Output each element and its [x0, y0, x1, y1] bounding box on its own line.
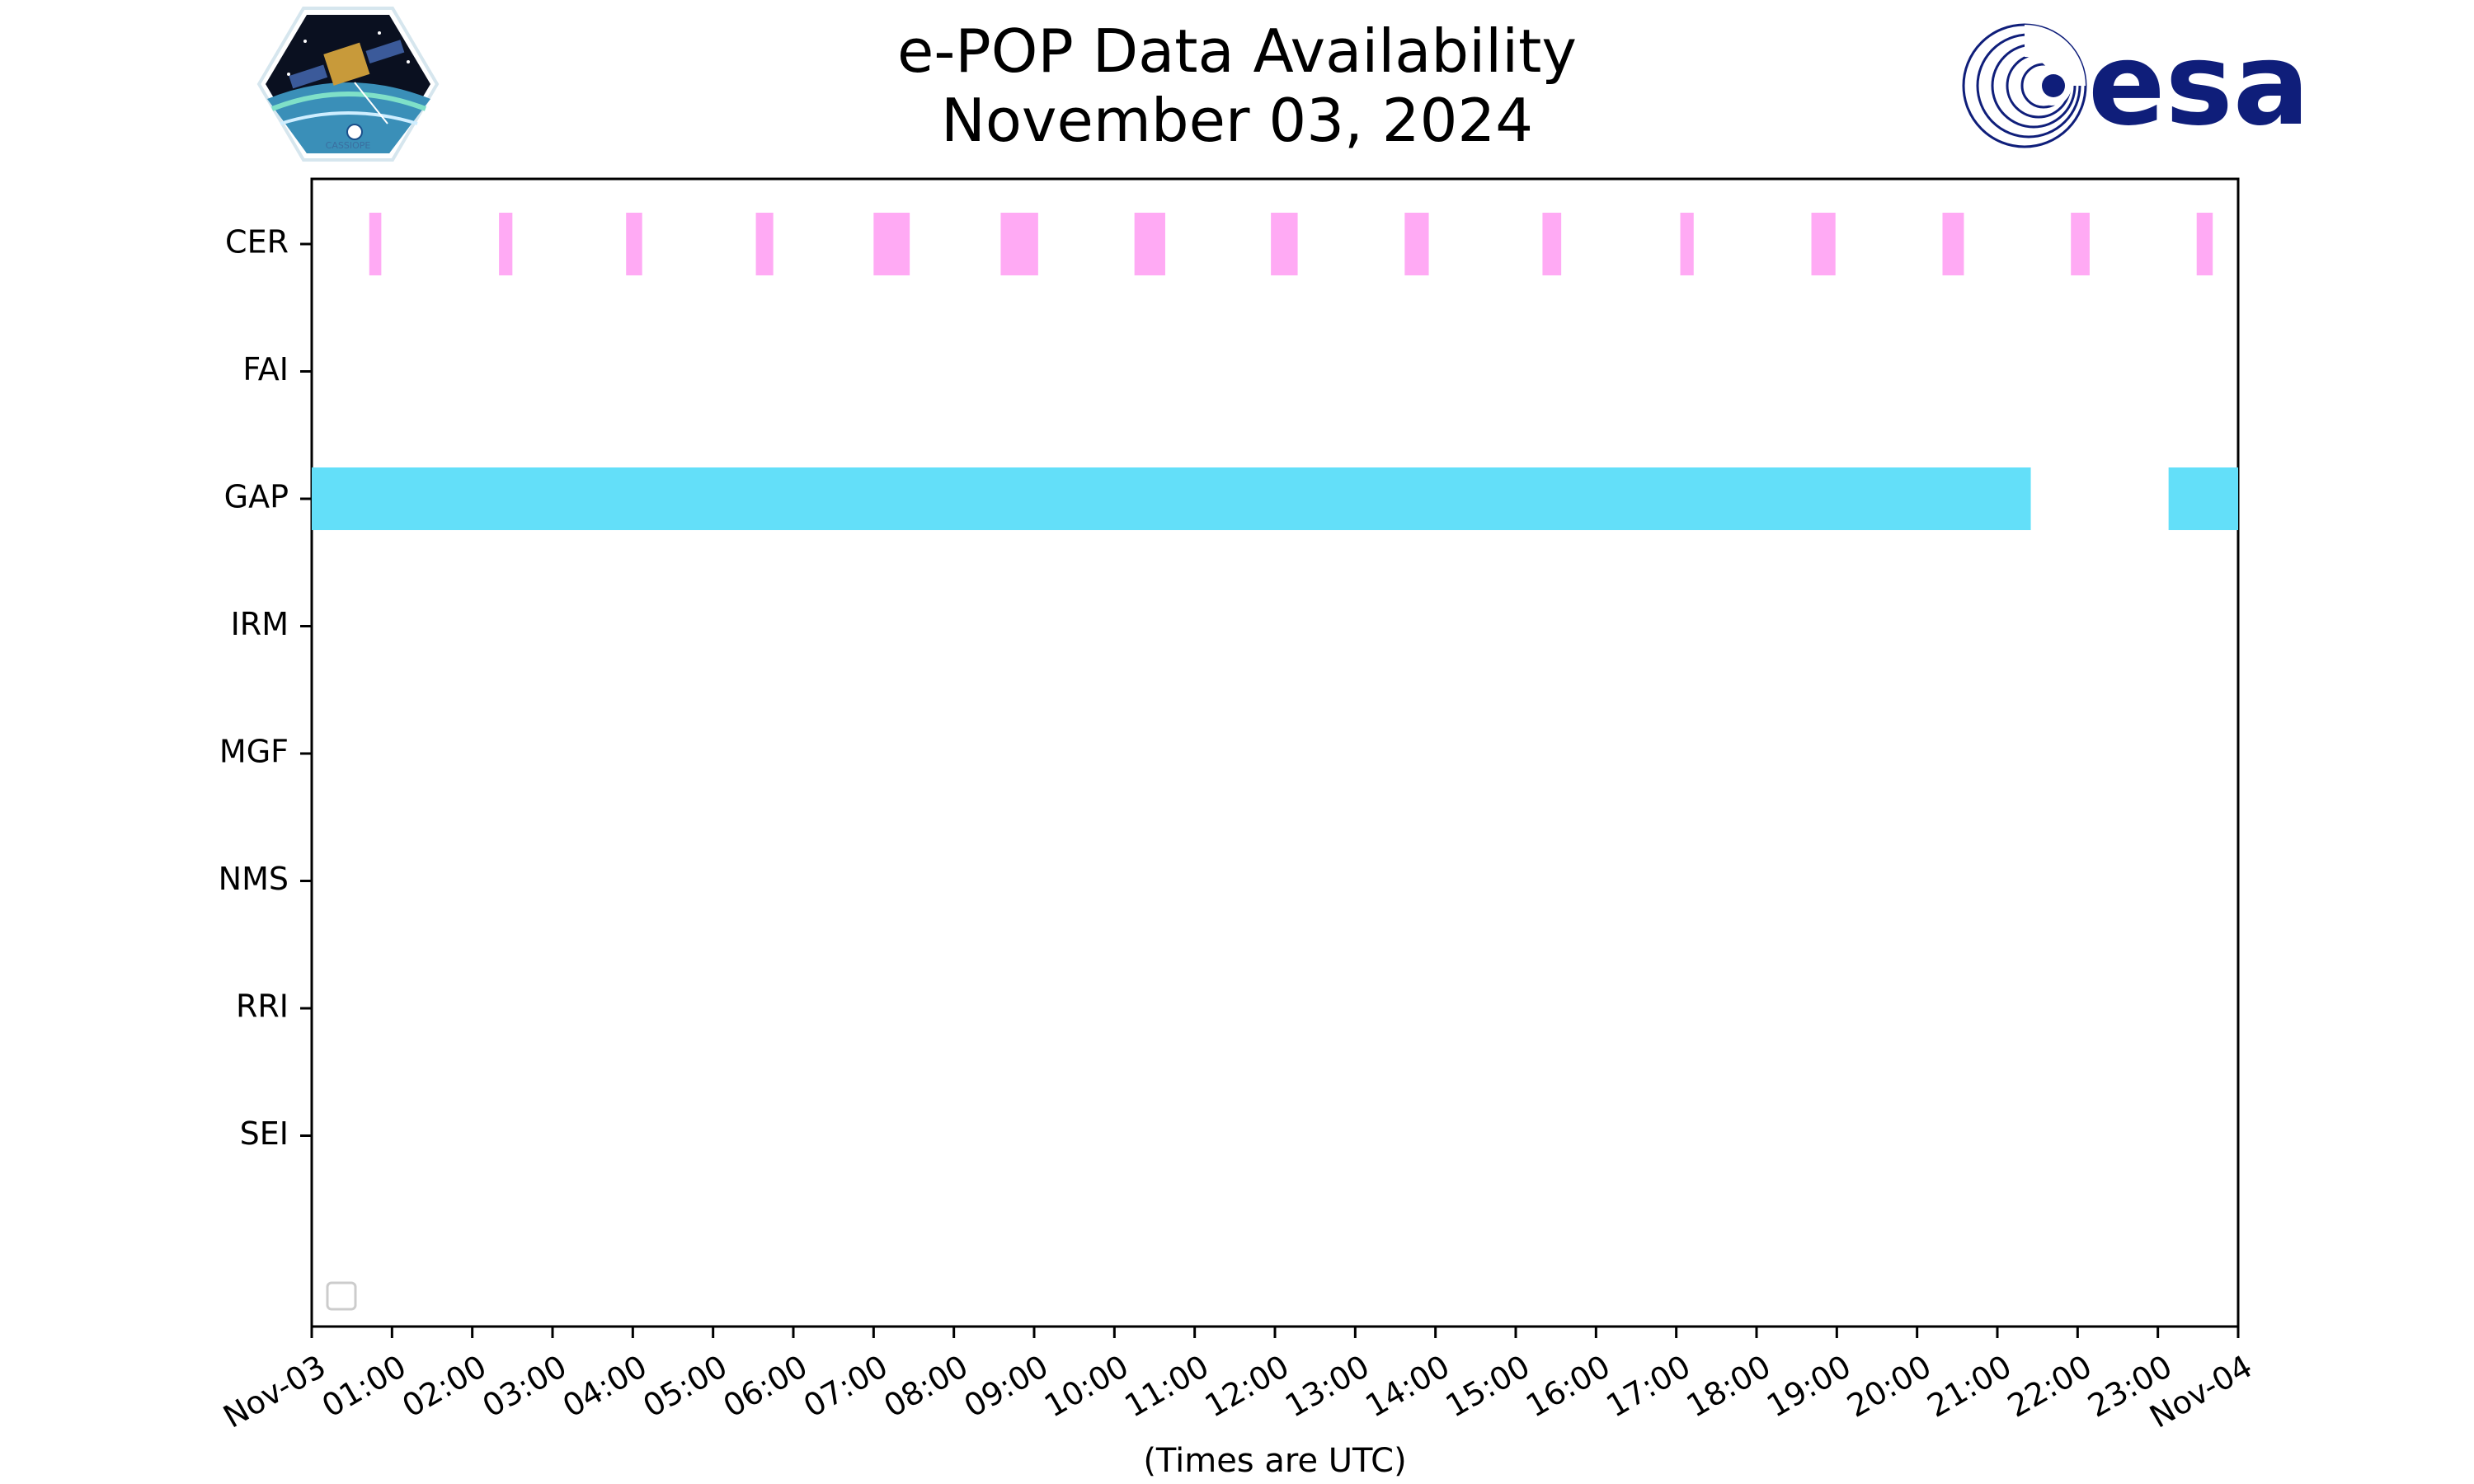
y-tick-label-nms: NMS	[219, 861, 289, 897]
y-tick-label-irm: IRM	[231, 606, 289, 642]
y-tick-label-fai: FAI	[242, 351, 289, 387]
bar-cer-8	[1271, 213, 1298, 275]
bar-cer-2	[499, 213, 513, 275]
y-tick-label-rri: RRI	[236, 989, 289, 1025]
bar-gap-2	[2168, 467, 2238, 530]
x-axis: Nov-0301:0002:0003:0004:0005:0006:0007:0…	[217, 1327, 2259, 1435]
chart-title: e-POP Data Availability	[897, 16, 1577, 86]
x-tick-label: 20:00	[1841, 1348, 1937, 1425]
y-tick-label-sei: SEI	[240, 1115, 289, 1152]
chart-title-block: e-POP Data Availability November 03, 202…	[0, 16, 2474, 155]
cassiope-mission-logo: CASSIOPE	[256, 7, 440, 162]
x-tick-label: 07:00	[797, 1348, 894, 1425]
bar-cer-11	[1680, 213, 1694, 275]
bar-cer-14	[2071, 213, 2090, 275]
bar-cer-13	[1942, 213, 1964, 275]
bar-gap-1	[312, 467, 2031, 530]
bar-cer-10	[1542, 213, 1562, 275]
bar-cer-1	[369, 213, 382, 275]
bar-cer-9	[1404, 213, 1429, 275]
x-tick-label: 06:00	[717, 1348, 814, 1425]
x-tick-label: 12:00	[1199, 1348, 1296, 1425]
x-tick-label: 21:00	[1921, 1348, 2018, 1425]
x-tick-label: 16:00	[1520, 1348, 1616, 1425]
svg-text:CASSIOPE: CASSIOPE	[326, 140, 371, 151]
x-tick-label: 05:00	[637, 1348, 733, 1425]
x-tick-label: 03:00	[477, 1348, 573, 1425]
y-axis: CER FAI GAP IRM MGF NMS RRI SEI	[219, 224, 312, 1152]
bar-cer-12	[1811, 213, 1836, 275]
chart-subtitle: November 03, 2024	[940, 86, 1534, 155]
x-tick-label: 04:00	[557, 1348, 653, 1425]
x-tick-label: 17:00	[1600, 1348, 1696, 1425]
x-tick-label: 08:00	[877, 1348, 974, 1425]
x-tick-label: 13:00	[1279, 1348, 1376, 1425]
esa-logo: esa	[1962, 18, 2310, 151]
x-tick-label: Nov-03	[217, 1348, 332, 1435]
y-tick-label-cer: CER	[225, 224, 289, 261]
x-tick-label: 19:00	[1761, 1348, 1857, 1425]
bar-cer-6	[1000, 213, 1038, 275]
x-tick-label: 22:00	[2001, 1348, 2098, 1425]
x-tick-label: 14:00	[1359, 1348, 1456, 1425]
svg-text:esa: esa	[2088, 18, 2310, 151]
x-tick-label: 01:00	[316, 1348, 412, 1425]
bars-layer	[312, 213, 2238, 530]
x-tick-label: 18:00	[1681, 1348, 1777, 1425]
bar-cer-3	[626, 213, 642, 275]
x-tick-label: 15:00	[1440, 1348, 1536, 1425]
x-tick-label: 02:00	[396, 1348, 492, 1425]
y-tick-label-gap: GAP	[224, 479, 289, 515]
bar-cer-5	[873, 213, 910, 275]
x-tick-label: 11:00	[1118, 1348, 1215, 1425]
y-tick-label-mgf: MGF	[219, 734, 289, 770]
bar-cer-7	[1134, 213, 1165, 275]
plot-frame	[310, 177, 2240, 1328]
x-tick-label: 10:00	[1038, 1348, 1135, 1425]
bar-cer-4	[755, 213, 774, 275]
bar-cer-15	[2196, 213, 2213, 275]
x-tick-label: 09:00	[958, 1348, 1055, 1425]
x-axis-label: (Times are UTC)	[1143, 1442, 1406, 1480]
legend-box	[326, 1281, 357, 1311]
